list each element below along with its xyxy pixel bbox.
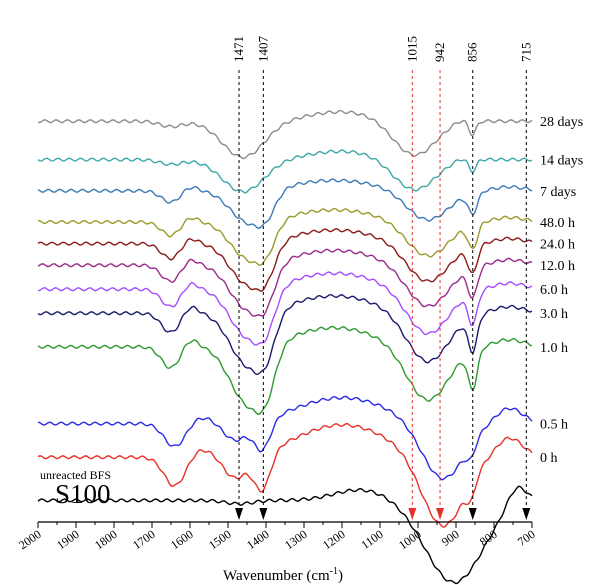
series-label: 0.5 h	[540, 418, 568, 433]
series-label: 48.0 h	[540, 216, 575, 231]
series-line	[37, 227, 533, 292]
x-axis: 2000 1900 1800 1700 1600 1500 1400 1300 1200 1100…	[16, 521, 538, 552]
x-tick-label: 900	[439, 527, 462, 549]
series-label: 28 days	[540, 115, 583, 130]
peak-marker-arrow	[408, 508, 417, 520]
peak-marker-label: 856	[465, 42, 480, 62]
peak-marker-arrow	[468, 508, 477, 520]
panel-label: S100	[55, 479, 111, 509]
series-line	[37, 178, 533, 230]
series-label: 12.0 h	[540, 259, 575, 274]
x-tick-label: 1400	[244, 527, 272, 552]
x-axis-label-text: Wavenumber (cm	[223, 568, 330, 584]
x-tick-label: 1800	[92, 527, 120, 552]
series-label: 6.0 h	[540, 283, 568, 298]
x-tick-label: 1200	[320, 527, 348, 552]
x-tick-label: 1500	[206, 527, 234, 552]
series-label: 1.0 h	[540, 341, 568, 356]
peak-marker-label: 1407	[255, 36, 270, 63]
series-line	[37, 271, 533, 346]
peak-marker-label: 1471	[231, 36, 246, 62]
x-tick-label: 800	[477, 527, 500, 549]
series-line	[37, 325, 533, 416]
x-axis-ticks: 2000 1900 1800 1700 1600 1500 1400 1300 1200 1100…	[16, 522, 538, 552]
series-labels: 28 days 14 days 7 days 48.0 h 24.0 h 12.0 h 6.…	[40, 115, 583, 482]
series-line	[37, 293, 533, 376]
x-tick-label: 1700	[130, 527, 158, 552]
x-tick-label: 700	[515, 527, 538, 549]
series-label: unreacted BFS	[40, 468, 111, 482]
x-tick-label: 1600	[168, 527, 196, 552]
series-label: 0 h	[540, 451, 558, 466]
series-label: 3.0 h	[540, 307, 568, 322]
x-axis-label-close: )	[338, 568, 343, 584]
series-line	[37, 207, 533, 267]
series-line	[37, 422, 533, 528]
spectra-series-group	[37, 109, 533, 585]
x-axis-label: Wavenumber (cm-1)	[223, 566, 343, 584]
x-tick-label: 2000	[16, 527, 44, 552]
series-label: 7 days	[540, 185, 576, 200]
x-tick-label: 1000	[396, 527, 424, 552]
series-line	[37, 149, 533, 194]
peak-marker-label: 1015	[404, 36, 419, 62]
x-tick-label: 1300	[282, 527, 310, 552]
peak-marker-label: 715	[518, 43, 533, 63]
series-label: 24.0 h	[540, 238, 575, 253]
x-tick-label: 1100	[358, 527, 385, 552]
x-axis-label-superscript: -1	[330, 566, 338, 577]
series-line	[37, 248, 533, 317]
peak-marker-arrow	[235, 508, 244, 520]
peak-marker-arrow	[259, 508, 268, 520]
peak-marker-group: 1471 1407 1015 942 856 715	[231, 36, 533, 520]
series-line	[37, 395, 533, 481]
series-label: 14 days	[540, 154, 583, 169]
series-line	[37, 485, 533, 585]
peak-marker-arrow	[522, 508, 531, 520]
series-line	[37, 109, 533, 160]
peak-marker-label: 942	[432, 43, 447, 63]
x-tick-label: 1900	[54, 527, 82, 552]
peak-marker-arrow	[436, 508, 445, 520]
